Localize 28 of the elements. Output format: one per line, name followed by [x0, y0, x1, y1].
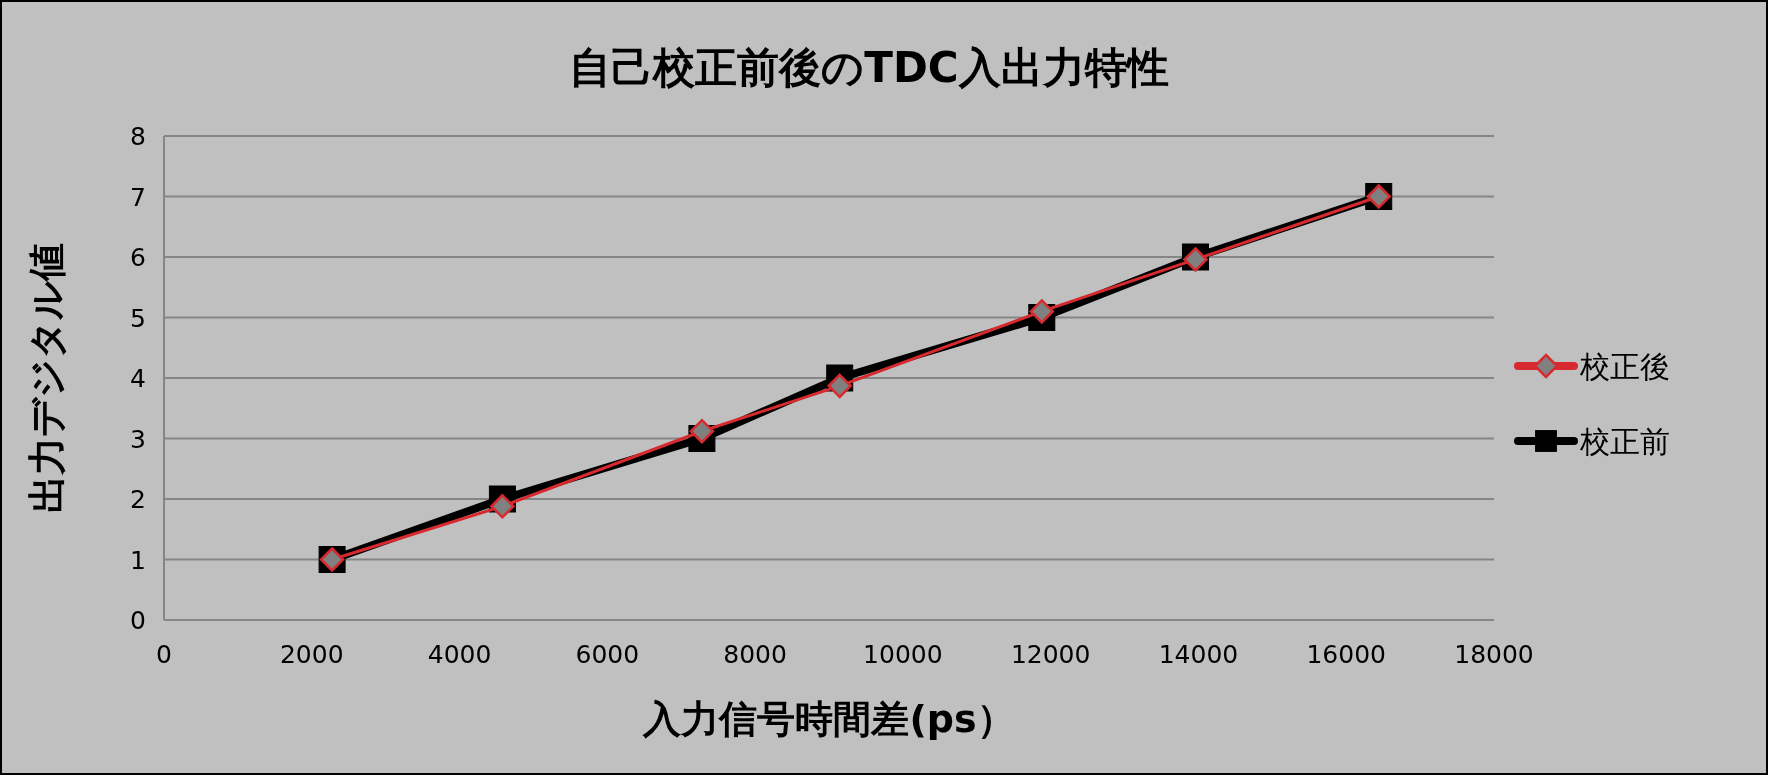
- point: [689, 418, 715, 444]
- x-tick-label: 0: [156, 640, 172, 669]
- x-tick-label: 2000: [279, 640, 344, 669]
- point: [490, 494, 515, 519]
- x-tick-label: 10000: [863, 640, 943, 669]
- y-tick-label: 0: [130, 606, 146, 635]
- x-tick-label: 18000: [1454, 640, 1534, 669]
- x-tick-label: 6000: [575, 640, 640, 669]
- chart-title: 自己校正前後のTDC入出力特性: [569, 43, 1169, 92]
- point: [1029, 299, 1055, 324]
- x-tick-label: 8000: [723, 640, 787, 669]
- y-tick-label: 4: [130, 364, 146, 393]
- y-tick-label: 8: [130, 122, 146, 151]
- legend-label: 校正後: [1579, 349, 1670, 384]
- y-tick-label: 5: [130, 303, 146, 333]
- y-tick-label: 3: [130, 424, 146, 454]
- y-axis-title: 出力デジタル値: [25, 243, 69, 513]
- x-tick-label: 12000: [1010, 640, 1091, 669]
- legend-label: 校正前: [1579, 424, 1670, 459]
- x-tick-label: 14000: [1158, 640, 1239, 669]
- y-tick-label: 7: [130, 182, 146, 212]
- x-tick-label: 4000: [427, 640, 492, 669]
- x-axis-title: 入力信号時間差(ps）: [642, 697, 1015, 741]
- point: [827, 373, 852, 399]
- y-tick-label: 1: [130, 545, 146, 575]
- x-tick-label: 16000: [1306, 640, 1386, 669]
- y-tick-label: 2: [130, 485, 146, 514]
- y-tick-label: 6: [130, 243, 146, 272]
